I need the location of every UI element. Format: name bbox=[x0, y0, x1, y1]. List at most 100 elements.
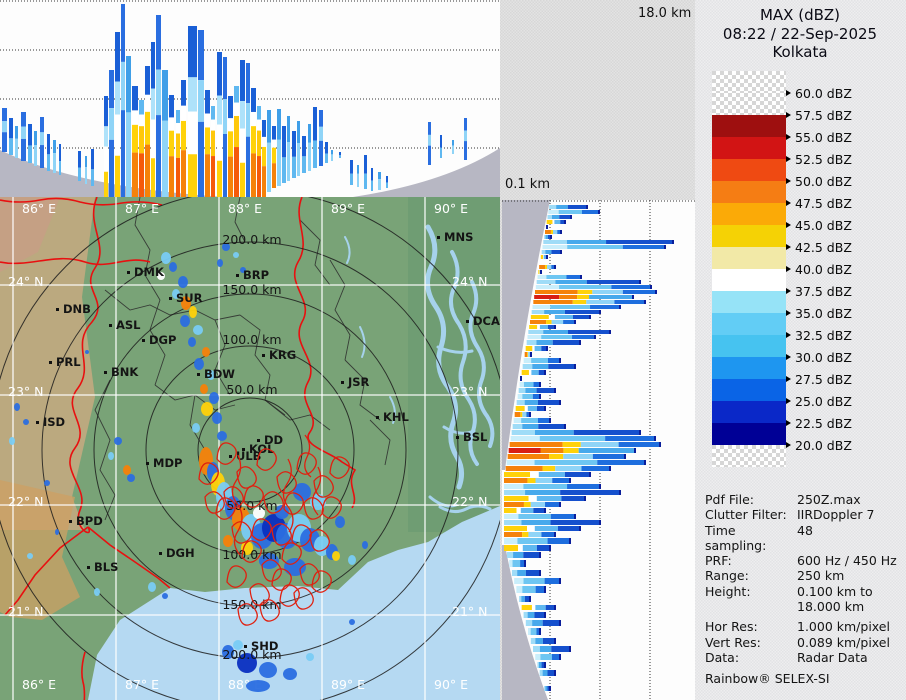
svg-text:22° N: 22° N bbox=[8, 494, 43, 509]
dbz-label-text: 40.0 dBZ bbox=[795, 261, 852, 277]
dbz-label-text: 52.5 dBZ bbox=[795, 151, 852, 167]
info-row-label: Range: bbox=[705, 568, 749, 584]
info-block: Pdf File: 250Z.max Clutter Filter: IIRDoppl… bbox=[705, 492, 901, 687]
svg-text:89° E: 89° E bbox=[331, 201, 365, 216]
height-max-label: 18.0 km bbox=[638, 6, 692, 21]
dbz-label-text: 60.0 dBZ bbox=[795, 85, 852, 101]
info-row-value: 0.100 km to 18.000 km bbox=[797, 583, 873, 615]
info-row: Data: Radar Data bbox=[705, 650, 901, 665]
colorbar-swatch bbox=[712, 203, 786, 225]
dbz-label: 47.5 dBZ bbox=[786, 195, 852, 211]
xz-crosssection-panel bbox=[0, 0, 500, 197]
info-row-value: 0.089 km/pixel bbox=[797, 634, 890, 650]
dbz-label: 50.0 dBZ bbox=[786, 173, 852, 189]
svg-text:MNS: MNS bbox=[444, 230, 473, 244]
svg-text:DCA: DCA bbox=[473, 314, 500, 328]
info-row-value: 48 bbox=[797, 522, 813, 538]
info-row-value: 250Z.max bbox=[797, 492, 861, 507]
legend-colorbar bbox=[712, 71, 786, 467]
svg-text:50.0 km: 50.0 km bbox=[226, 382, 277, 397]
colorbar-swatch bbox=[712, 313, 786, 335]
dbz-label-text: 45.0 dBZ bbox=[795, 217, 852, 233]
dbz-label-text: 57.5 dBZ bbox=[795, 107, 852, 123]
dbz-tick-arrow-icon bbox=[786, 178, 791, 184]
dbz-tick-arrow-icon bbox=[786, 156, 791, 162]
radar-map: 86° E86° E87° E87° E88° E88° E89° E89° E… bbox=[0, 197, 500, 700]
dbz-tick-arrow-icon bbox=[786, 288, 791, 294]
svg-text:SHD: SHD bbox=[251, 639, 278, 653]
dbz-label-text: 37.5 dBZ bbox=[795, 283, 852, 299]
dbz-label-text: 35.0 dBZ bbox=[795, 305, 852, 321]
svg-text:21° N: 21° N bbox=[8, 604, 43, 619]
colorbar-swatch bbox=[712, 379, 786, 401]
info-row-label: Hor Res: bbox=[705, 619, 758, 635]
info-row: PRF: 600 Hz / 450 Hz bbox=[705, 553, 901, 568]
info-row-label: Pdf File: bbox=[705, 492, 754, 507]
info-row-label: Clutter Filter: bbox=[705, 507, 787, 523]
height-min-label: 0.1 km bbox=[505, 177, 550, 192]
colorbar-swatch bbox=[712, 71, 786, 93]
yz-crosssection-panel bbox=[502, 200, 695, 700]
svg-text:150.0 km: 150.0 km bbox=[222, 282, 281, 297]
colorbar-swatch bbox=[712, 423, 786, 445]
svg-text:200.0 km: 200.0 km bbox=[222, 232, 281, 247]
info-row-value: 1.000 km/pixel bbox=[797, 619, 890, 635]
dbz-label: 55.0 dBZ bbox=[786, 129, 852, 145]
svg-text:PRL: PRL bbox=[56, 355, 81, 369]
info-row: Vert Res: 0.089 km/pixel bbox=[705, 635, 901, 650]
info-row-label: Height: bbox=[705, 583, 751, 599]
info-row: Range: 250 km bbox=[705, 568, 901, 583]
colorbar-swatch bbox=[712, 269, 786, 291]
svg-text:SUR: SUR bbox=[176, 291, 203, 305]
info-row-value: 600 Hz / 450 Hz bbox=[797, 553, 897, 569]
svg-text:KHL: KHL bbox=[383, 410, 410, 424]
dbz-tick-arrow-icon bbox=[786, 376, 791, 382]
info-rows: Pdf File: 250Z.max Clutter Filter: IIRDoppl… bbox=[705, 492, 901, 665]
svg-text:88° E: 88° E bbox=[228, 201, 262, 216]
svg-text:KRG: KRG bbox=[269, 348, 296, 362]
colorbar-swatch bbox=[712, 137, 786, 159]
colorbar-swatch bbox=[712, 247, 786, 269]
svg-text:24° N: 24° N bbox=[8, 274, 43, 289]
svg-text:200.0 km: 200.0 km bbox=[222, 647, 281, 662]
info-row: Time sampling: 48 bbox=[705, 523, 901, 554]
dbz-label-text: 55.0 dBZ bbox=[795, 129, 852, 145]
colorbar-swatch bbox=[712, 115, 786, 137]
svg-text:90° E: 90° E bbox=[434, 201, 468, 216]
dbz-tick-arrow-icon bbox=[786, 222, 791, 228]
dbz-tick-arrow-icon bbox=[786, 310, 791, 316]
info-row: Pdf File: 250Z.max bbox=[705, 492, 901, 507]
info-row: Clutter Filter: IIRDoppler 7 bbox=[705, 507, 901, 522]
dbz-label-text: 50.0 dBZ bbox=[795, 173, 852, 189]
dbz-label: 30.0 dBZ bbox=[786, 350, 852, 365]
colorbar-swatch bbox=[712, 159, 786, 181]
svg-text:23° N: 23° N bbox=[8, 384, 43, 399]
svg-text:JSR: JSR bbox=[347, 375, 370, 389]
dbz-tick-arrow-icon bbox=[786, 112, 791, 118]
svg-text:87° E: 87° E bbox=[125, 201, 159, 216]
svg-text:DGP: DGP bbox=[149, 333, 176, 347]
colorbar-swatch bbox=[712, 335, 786, 357]
dbz-label-text: 47.5 dBZ bbox=[795, 195, 852, 211]
svg-text:BLS: BLS bbox=[94, 560, 118, 574]
info-row-label: Data: bbox=[705, 649, 740, 665]
colorbar-swatch bbox=[712, 93, 786, 115]
dbz-label: 20.0 dBZ bbox=[786, 438, 852, 453]
info-row-value: 250 km bbox=[797, 568, 845, 584]
dbz-tick-arrow-icon bbox=[786, 134, 791, 140]
info-row-value: IIRDoppler 7 bbox=[797, 507, 875, 523]
dbz-tick-arrow-icon bbox=[786, 90, 791, 96]
svg-text:DNB: DNB bbox=[63, 302, 91, 316]
svg-text:DD: DD bbox=[264, 433, 283, 447]
svg-text:23° N: 23° N bbox=[452, 384, 487, 399]
svg-text:86° E: 86° E bbox=[22, 677, 56, 692]
svg-text:90° E: 90° E bbox=[434, 677, 468, 692]
svg-text:DGH: DGH bbox=[166, 546, 195, 560]
dbz-label: 42.5 dBZ bbox=[786, 240, 852, 255]
colorbar-swatch bbox=[712, 291, 786, 313]
product-title-block: MAX (dBZ) 08:22 / 22-Sep-2025 Kolkata bbox=[700, 6, 900, 62]
dbz-tick-arrow-icon bbox=[786, 354, 791, 360]
svg-text:86° E: 86° E bbox=[22, 201, 56, 216]
svg-text:ISD: ISD bbox=[43, 415, 65, 429]
dbz-tick-arrow-icon bbox=[786, 266, 791, 272]
